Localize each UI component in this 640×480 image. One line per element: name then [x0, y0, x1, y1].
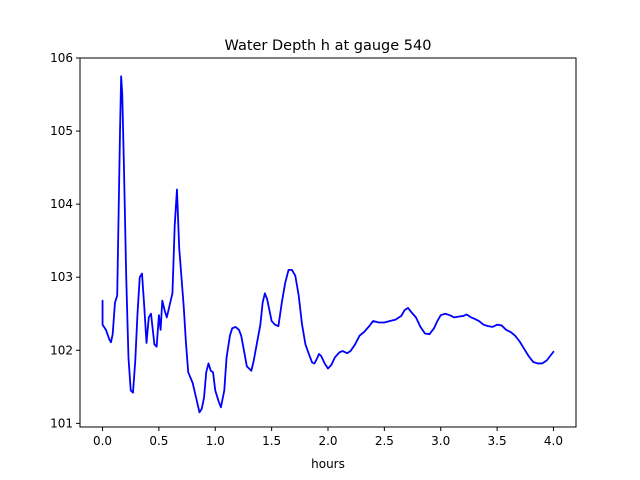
y-axis: 101 102 103 104 105 106	[50, 51, 80, 430]
y-tick-label: 102	[50, 343, 73, 357]
x-tick-label: 1.5	[262, 434, 281, 448]
series-layer	[101, 75, 555, 414]
y-tick-label: 105	[50, 124, 73, 138]
x-tick-label: 1.0	[206, 434, 225, 448]
y-tick-label: 104	[50, 197, 73, 211]
y-tick-label: 101	[50, 416, 73, 430]
y-tick-label: 106	[50, 51, 73, 65]
series-line-0	[101, 75, 555, 414]
x-axis: 0.0 0.5 1.0 1.5 2.0 2.5 3.0 3.5 4.0	[93, 427, 563, 448]
x-tick-label: 4.0	[544, 434, 563, 448]
x-tick-label: 0.0	[93, 434, 112, 448]
chart-title: Water Depth h at gauge 540	[225, 38, 432, 54]
x-axis-label: hours	[311, 457, 345, 471]
x-tick-label: 2.5	[375, 434, 394, 448]
x-tick-label: 0.5	[149, 434, 168, 448]
y-tick-label: 103	[50, 270, 73, 284]
x-tick-label: 3.0	[431, 434, 450, 448]
x-tick-label: 3.5	[488, 434, 507, 448]
x-tick-label: 2.0	[318, 434, 337, 448]
